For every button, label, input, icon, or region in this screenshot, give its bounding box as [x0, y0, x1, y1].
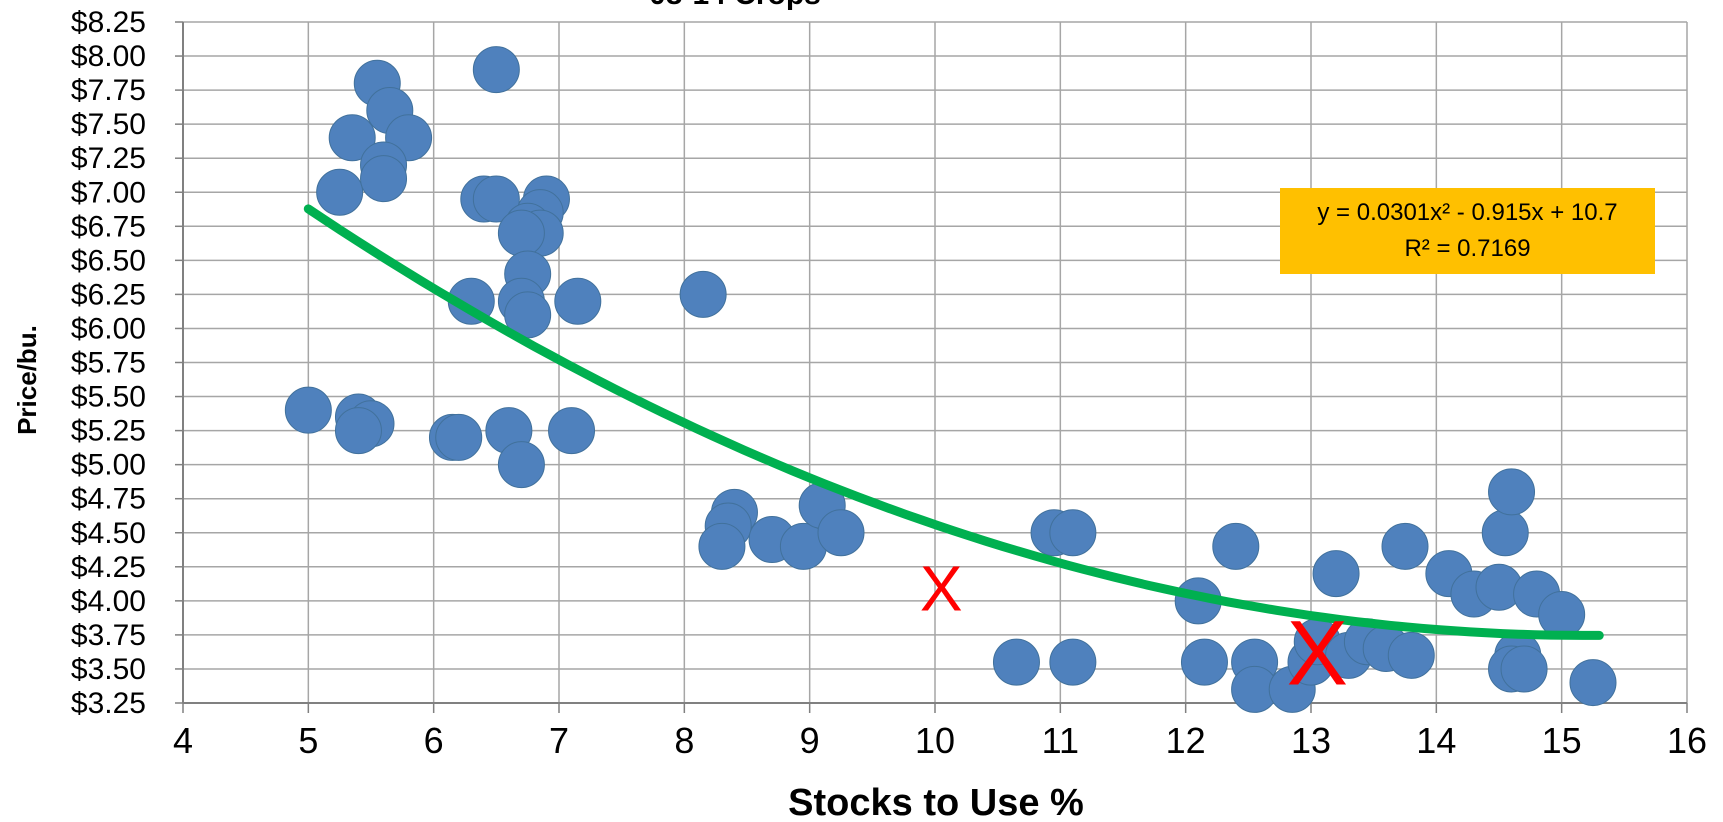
trendline-r-squared: R² = 0.7169: [1404, 235, 1531, 262]
x-tick-label: 14: [1416, 720, 1456, 761]
red-x-annotation: X: [920, 552, 963, 624]
y-tick-label: $3.75: [71, 619, 146, 652]
data-point: [1381, 522, 1429, 570]
chart-title: 08-14 Crops: [649, 0, 821, 11]
data-point: [472, 175, 520, 223]
y-tick-label: $3.25: [71, 687, 146, 720]
data-point: [435, 413, 483, 461]
axes: [175, 21, 1688, 713]
data-point: [1180, 638, 1228, 686]
data-point: [316, 168, 364, 216]
data-point: [334, 407, 382, 455]
x-tick-labels: 4 5 6 7 8 9 10 11 12 13 14 15 16: [173, 720, 1707, 761]
trendline-equation: y = 0.0301x² - 0.915x + 10.7: [1317, 199, 1618, 226]
y-tick-label: $4.00: [71, 585, 146, 618]
y-tick-label: $7.50: [71, 108, 146, 141]
x-tick-label: 15: [1542, 720, 1582, 761]
data-point: [1481, 509, 1529, 557]
y-tick-label: $7.25: [71, 142, 146, 175]
data-point: [284, 386, 332, 434]
data-point: [554, 277, 602, 325]
data-point: [497, 441, 545, 489]
y-tick-label: $6.25: [71, 278, 146, 311]
y-tick-label: $5.75: [71, 347, 146, 380]
data-point: [1569, 659, 1617, 707]
x-tick-label: 5: [298, 720, 318, 761]
x-tick-label: 12: [1166, 720, 1206, 761]
x-tick-label: 13: [1291, 720, 1331, 761]
y-tick-label: $7.75: [71, 74, 146, 107]
x-tick-label: 11: [1042, 720, 1079, 761]
data-point: [698, 522, 746, 570]
y-tick-label: $5.25: [71, 415, 146, 448]
data-point: [328, 114, 376, 162]
y-tick-label: $4.25: [71, 551, 146, 584]
y-tick-labels: $3.25$3.50$3.75$4.00$4.25$4.50$4.75$5.00…: [71, 6, 146, 720]
y-tick-label: $6.75: [71, 210, 146, 243]
trendline-equation-box: y = 0.0301x² - 0.915x + 10.7 R² = 0.7169: [1280, 188, 1655, 274]
data-point: [497, 209, 545, 257]
data-point: [1488, 468, 1536, 516]
data-point: [1387, 631, 1435, 679]
data-point: [679, 270, 727, 318]
data-point: [1312, 550, 1360, 598]
data-point: [1049, 509, 1097, 557]
trendline: [303, 204, 1604, 640]
data-point: [360, 155, 408, 203]
y-tick-label: $6.50: [71, 244, 146, 277]
data-point: [472, 46, 520, 94]
y-tick-label: $6.00: [71, 312, 146, 345]
y-tick-label: $5.50: [71, 381, 146, 414]
y-tick-label: $3.50: [71, 653, 146, 686]
x-tick-label: 6: [424, 720, 444, 761]
data-point: [548, 407, 596, 455]
y-tick-label: $8.25: [71, 6, 146, 39]
x-tick-label: 10: [915, 720, 955, 761]
annotations: XX: [920, 552, 1348, 704]
red-x-annotation: X: [1287, 602, 1348, 704]
y-tick-label: $4.50: [71, 517, 146, 550]
data-point: [992, 638, 1040, 686]
data-point: [1500, 645, 1548, 693]
data-point: [817, 509, 865, 557]
x-tick-label: 16: [1667, 720, 1707, 761]
x-tick-label: 7: [549, 720, 569, 761]
x-tick-label: 8: [674, 720, 694, 761]
y-tick-label: $5.00: [71, 449, 146, 482]
y-tick-label: $4.75: [71, 483, 146, 516]
data-point: [1049, 638, 1097, 686]
x-tick-label: 9: [800, 720, 820, 761]
y-tick-label: $7.00: [71, 176, 146, 209]
x-axis-label: Stocks to Use %: [788, 782, 1084, 822]
y-axis-label: Price/bu.: [12, 325, 42, 435]
x-tick-label: 4: [173, 720, 193, 761]
y-tick-label: $8.00: [71, 40, 146, 73]
data-point: [1212, 522, 1260, 570]
